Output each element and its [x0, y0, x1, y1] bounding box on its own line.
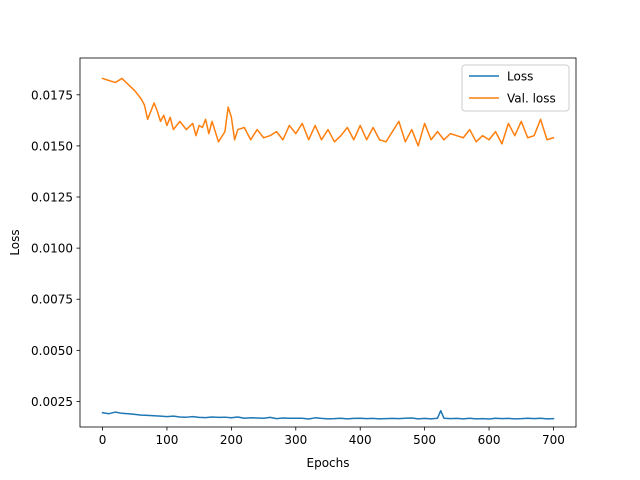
x-tick-label: 300: [284, 433, 307, 447]
series-line-val-loss: [101, 77, 555, 147]
x-tick-label: 600: [478, 433, 501, 447]
series-line-loss: [101, 409, 555, 420]
legend-label-loss: Loss: [507, 70, 533, 84]
x-tick-label: 500: [413, 433, 436, 447]
x-tick-label: 700: [542, 433, 565, 447]
x-tick-label: 400: [349, 433, 372, 447]
x-axis-label: Epochs: [307, 456, 350, 470]
y-tick-label: 0.0175: [31, 88, 73, 102]
y-tick-label: 0.0150: [31, 139, 73, 153]
y-tick-label: 0.0050: [31, 344, 73, 358]
y-tick-label: 0.0025: [31, 395, 73, 409]
y-tick-label: 0.0075: [31, 293, 73, 307]
axes-frame: [79, 57, 577, 428]
y-tick-label: 0.0125: [31, 191, 73, 205]
x-tick-label: 200: [220, 433, 243, 447]
legend: Loss Val. loss: [461, 64, 570, 112]
y-tick-label: 0.0100: [31, 242, 73, 256]
plot-layer: [101, 77, 555, 420]
x-tick-label: 0: [99, 433, 107, 447]
legend-label-val-loss: Val. loss: [507, 92, 556, 106]
x-tick-label: 100: [156, 433, 179, 447]
axes-layer: 0 100 200 300 400 500 600 700 0.0025 0.0050 0.0075…: [31, 57, 577, 447]
y-axis-label: Loss: [8, 229, 22, 255]
